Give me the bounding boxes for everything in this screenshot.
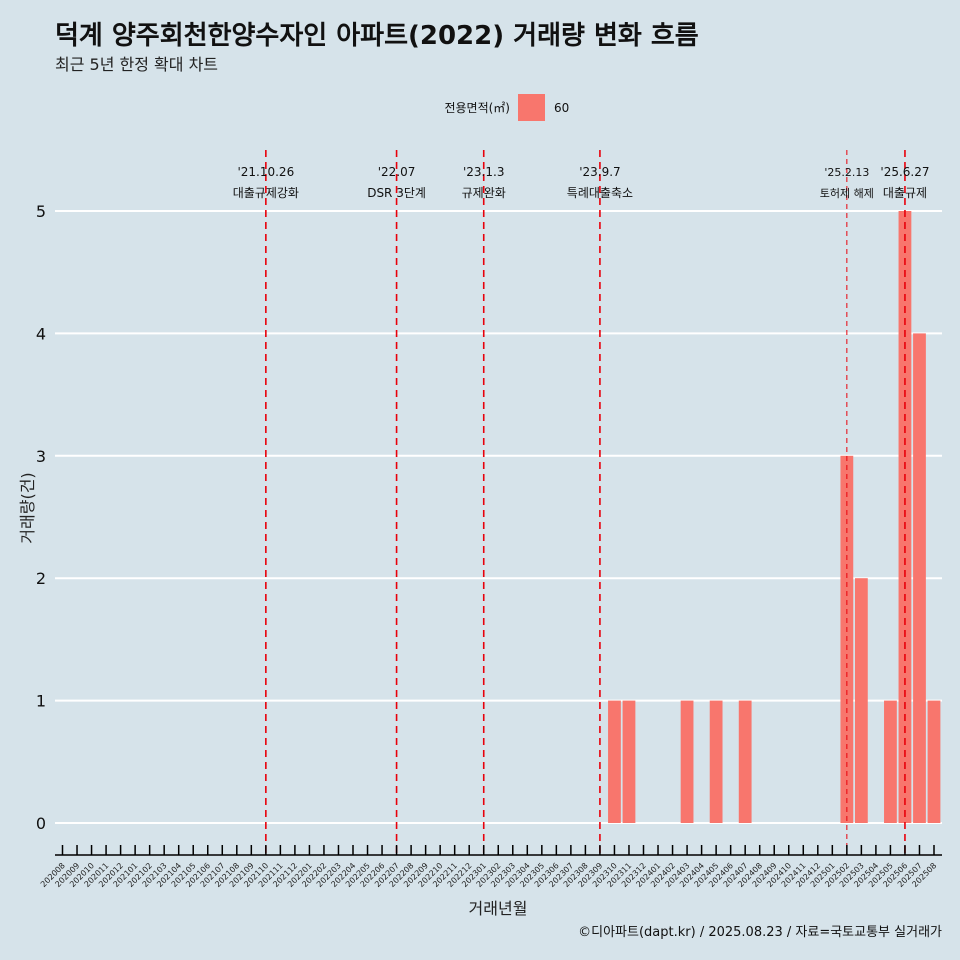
x-axis: 2020082020092020102020112020122021012021… xyxy=(39,845,942,889)
event-label: 토허제 해제 xyxy=(820,186,874,200)
event-date: '23.9.7 xyxy=(579,165,620,179)
caption: ©디아파트(dapt.kr) / 2025.08.23 / 자료=국토교통부 실… xyxy=(578,925,942,940)
y-tick-label: 3 xyxy=(36,447,46,466)
legend-label: 60 xyxy=(554,101,569,115)
y-tick-label: 1 xyxy=(36,692,46,711)
event-date: '22.07 xyxy=(378,165,416,179)
event-date: '25.6.27 xyxy=(880,165,929,179)
legend-swatch xyxy=(518,94,545,121)
event-lines: '21.10.26 대출규제강화 '22.07 DSR 3단계 '23.1.3 규제완화 '… xyxy=(233,150,930,855)
y-tick-label: 5 xyxy=(36,202,46,221)
y-tick-labels: 0 1 2 3 4 5 xyxy=(36,202,46,833)
event-label: DSR 3단계 xyxy=(367,186,426,200)
bar xyxy=(927,700,941,823)
event-label: 규제완화 xyxy=(462,186,506,200)
x-axis-title: 거래년월 xyxy=(469,899,528,918)
event-date: '23.1.3 xyxy=(463,165,504,179)
y-tick-label: 0 xyxy=(36,814,46,833)
y-tick-label: 2 xyxy=(36,569,46,588)
bar xyxy=(913,333,926,823)
bar xyxy=(622,700,636,823)
legend-title: 전용면적(㎡) xyxy=(444,101,510,115)
event-label: 대출규제 xyxy=(883,186,927,200)
bar xyxy=(680,700,694,823)
gridlines xyxy=(55,210,942,824)
event-label: 특례대출축소 xyxy=(567,186,633,200)
bar xyxy=(709,700,723,823)
event-label: 대출규제강화 xyxy=(233,186,299,200)
chart-title: 덕계 양주회천한양수자인 아파트(2022) 거래량 변화 흐름 xyxy=(55,21,699,51)
bar xyxy=(854,578,868,823)
event-date: '25.2.13 xyxy=(824,166,869,179)
bar xyxy=(608,700,621,823)
bar xyxy=(738,700,752,823)
bars xyxy=(608,211,941,823)
chart-subtitle: 최근 5년 한정 확대 차트 xyxy=(55,55,218,74)
y-tick-label: 4 xyxy=(36,324,46,343)
y-axis-title: 거래량(건) xyxy=(18,472,37,543)
legend: 전용면적(㎡) 60 xyxy=(444,94,569,121)
bar xyxy=(884,700,897,823)
event-date: '21.10.26 xyxy=(237,165,294,179)
